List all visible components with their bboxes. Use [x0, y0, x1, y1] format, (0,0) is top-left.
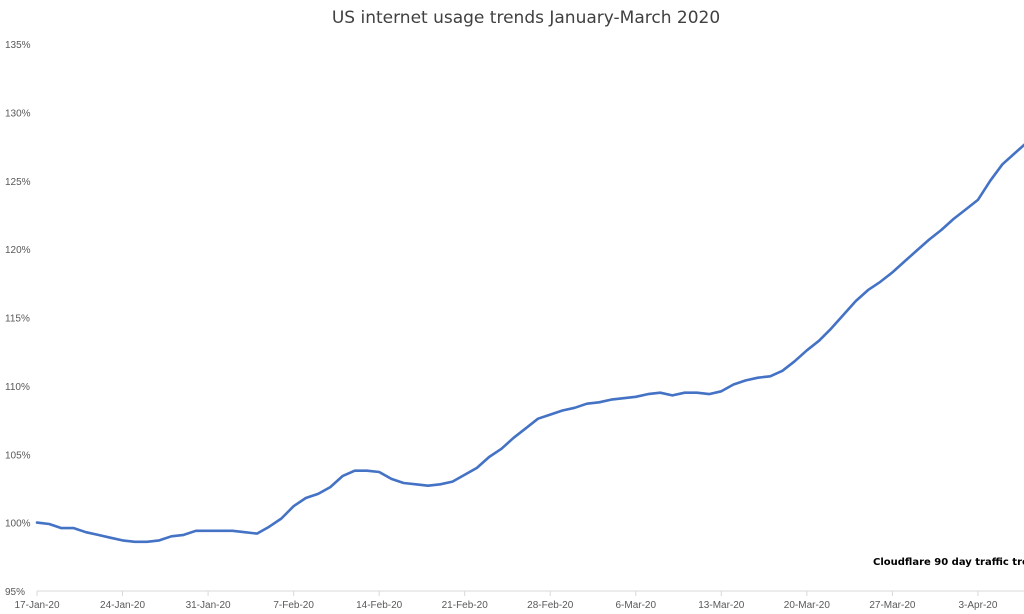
y-tick-label: 115% — [5, 314, 30, 325]
y-tick-label: 105% — [5, 450, 31, 461]
x-tick-label: 21-Feb-20 — [442, 600, 489, 611]
y-tick-label: 95% — [5, 587, 25, 598]
x-tick-label: 14-Feb-20 — [356, 600, 403, 611]
x-tick-label: 28-Feb-20 — [527, 600, 574, 611]
chart-annotation: Cloudflare 90 day traffic trend — [873, 557, 1024, 568]
y-tick-label: 120% — [5, 245, 31, 256]
x-axis: 17-Jan-20 24-Jan-20 31-Jan-20 7-Feb-20 14-Fe… — [14, 590, 1024, 611]
y-tick-label: 130% — [5, 108, 31, 119]
chart-title: US internet usage trends January-March 2… — [332, 8, 720, 28]
x-tick-label: 3-Apr-20 — [958, 600, 997, 611]
x-tick-label: 6-Mar-20 — [615, 600, 656, 611]
y-tick-label: 100% — [5, 519, 31, 530]
series-line — [35, 143, 1024, 544]
x-tick-label: 20-Mar-20 — [784, 600, 831, 611]
y-tick-label: 110% — [5, 382, 30, 393]
x-tick-label: 7-Feb-20 — [273, 600, 314, 611]
y-tick-label: 135% — [5, 40, 31, 51]
y-tick-label: 125% — [5, 177, 31, 188]
x-tick-label: 17-Jan-20 — [14, 600, 59, 611]
x-tick-label: 31-Jan-20 — [186, 600, 231, 611]
x-tick-label: 24-Jan-20 — [100, 600, 145, 611]
y-axis: 95% 100% 105% 110% 115% 120% 125% 130% 135% — [5, 40, 31, 598]
x-tick-label: 13-Mar-20 — [698, 600, 745, 611]
x-tick-label: 27-Mar-20 — [869, 600, 916, 611]
plot-area — [35, 143, 1024, 544]
